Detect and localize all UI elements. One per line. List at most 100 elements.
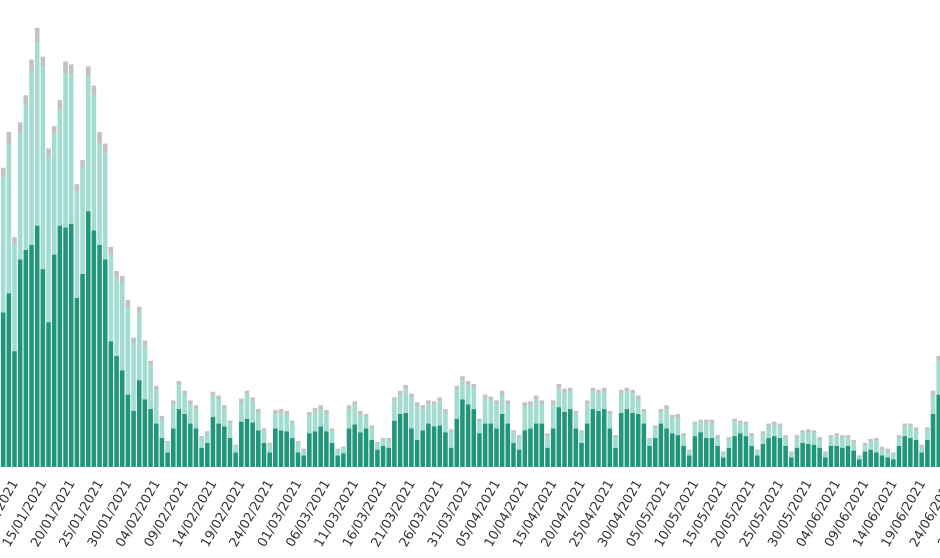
bar-top-segment (681, 433, 686, 437)
bar-base-segment (57, 225, 63, 467)
bar-base-segment (380, 445, 386, 467)
bar-middle-segment (499, 394, 505, 414)
bar-top-segment (256, 409, 261, 413)
bar-top-segment (136, 306, 142, 313)
bar-middle-segment (119, 283, 125, 371)
bar-top-segment (913, 427, 919, 431)
bar-base-segment (494, 428, 499, 467)
bar-middle-segment (550, 404, 556, 429)
bar-middle-segment (170, 404, 176, 429)
bar-middle-segment (233, 446, 238, 453)
bar-top-segment (590, 387, 596, 392)
bar-top-segment (318, 405, 323, 410)
bar-base-segment (613, 447, 618, 467)
bar-middle-segment (851, 442, 856, 451)
bar-middle-segment (448, 432, 454, 448)
bar-middle-segment (726, 439, 732, 448)
bar-top-segment (12, 237, 17, 245)
bar-middle-segment (834, 436, 839, 446)
bar-top-segment (131, 337, 136, 344)
bar-top-segment (743, 421, 749, 425)
bar-base-segment (68, 223, 74, 467)
bar-base-segment (556, 407, 562, 467)
bar-middle-segment (754, 451, 760, 456)
bar-middle-segment (193, 409, 199, 429)
bar-middle-segment (630, 393, 635, 413)
bar-base-segment (919, 452, 925, 467)
bar-middle-segment (891, 454, 896, 460)
bar-middle-segment (567, 391, 573, 410)
bar-middle-segment (471, 387, 477, 410)
bar-base-segment (545, 447, 550, 467)
bar-base-segment (284, 431, 289, 467)
bar-top-segment (102, 143, 108, 154)
bar-top-segment (199, 436, 204, 439)
bar-top-segment (125, 299, 131, 308)
bar-middle-segment (312, 411, 318, 432)
bar-top-segment (499, 390, 505, 395)
bar-base-segment (295, 452, 301, 467)
bar-middle-segment (420, 409, 426, 431)
bars-group (0, 27, 940, 467)
bar-middle-segment (244, 394, 250, 419)
bar-middle-segment (806, 432, 811, 444)
bar-middle-segment (267, 444, 272, 453)
bar-middle-segment (17, 133, 23, 260)
bar-top-segment (828, 435, 834, 439)
bar-top-segment (885, 448, 890, 452)
bar-top-segment (409, 393, 414, 398)
bar-middle-segment (845, 438, 851, 446)
bar-top-segment (222, 405, 227, 410)
bar-base-segment (142, 399, 148, 467)
bar-top-segment (528, 401, 533, 406)
bar-middle-segment (222, 409, 227, 427)
bar-top-segment (250, 397, 255, 402)
bar-top-segment (477, 418, 482, 422)
bar-middle-segment (828, 438, 834, 446)
bar-base-segment (74, 298, 80, 467)
bar-base-segment (244, 418, 250, 467)
bar-base-segment (925, 439, 930, 467)
bar-middle-segment (840, 438, 845, 448)
bar-top-segment (40, 56, 46, 67)
bar-middle-segment (46, 158, 51, 323)
bar-middle-segment (12, 244, 17, 352)
bar-middle-segment (811, 433, 817, 445)
bar-top-segment (868, 439, 873, 442)
bar-base-segment (85, 211, 91, 467)
bar-middle-segment (182, 394, 187, 414)
bar-top-segment (562, 388, 567, 393)
bar-top-segment (142, 340, 148, 347)
bar-base-segment (278, 430, 284, 467)
bar-middle-segment (647, 439, 652, 446)
bar-top-segment (635, 395, 641, 400)
bar-middle-segment (454, 389, 460, 419)
bar-top-segment (891, 452, 896, 455)
bar-middle-segment (913, 430, 919, 440)
bar-base-segment (562, 411, 567, 467)
bar-base-segment (233, 452, 238, 467)
bar-middle-segment (800, 433, 805, 443)
bar-top-segment (601, 387, 607, 392)
bar-base-segment (885, 457, 890, 467)
bar-top-segment (97, 131, 102, 144)
bar-middle-segment (239, 402, 244, 422)
bar-top-segment (114, 271, 119, 279)
bar-top-segment (760, 431, 766, 435)
bar-top-segment (165, 440, 170, 443)
bar-base-segment (409, 428, 414, 467)
bar-middle-segment (431, 405, 437, 427)
bar-top-segment (618, 389, 624, 394)
bar-middle-segment (216, 399, 221, 424)
bar-middle-segment (256, 412, 261, 431)
bar-base-segment (102, 259, 108, 467)
bar-top-segment (301, 448, 306, 451)
bar-base-segment (239, 421, 244, 467)
bar-base-segment (324, 431, 329, 467)
bar-middle-segment (409, 397, 414, 429)
bar-middle-segment (199, 438, 204, 448)
bar-base-segment (454, 418, 460, 467)
bar-base-segment (539, 423, 545, 467)
bar-base-segment (477, 433, 482, 467)
bar-base-segment (375, 449, 380, 467)
